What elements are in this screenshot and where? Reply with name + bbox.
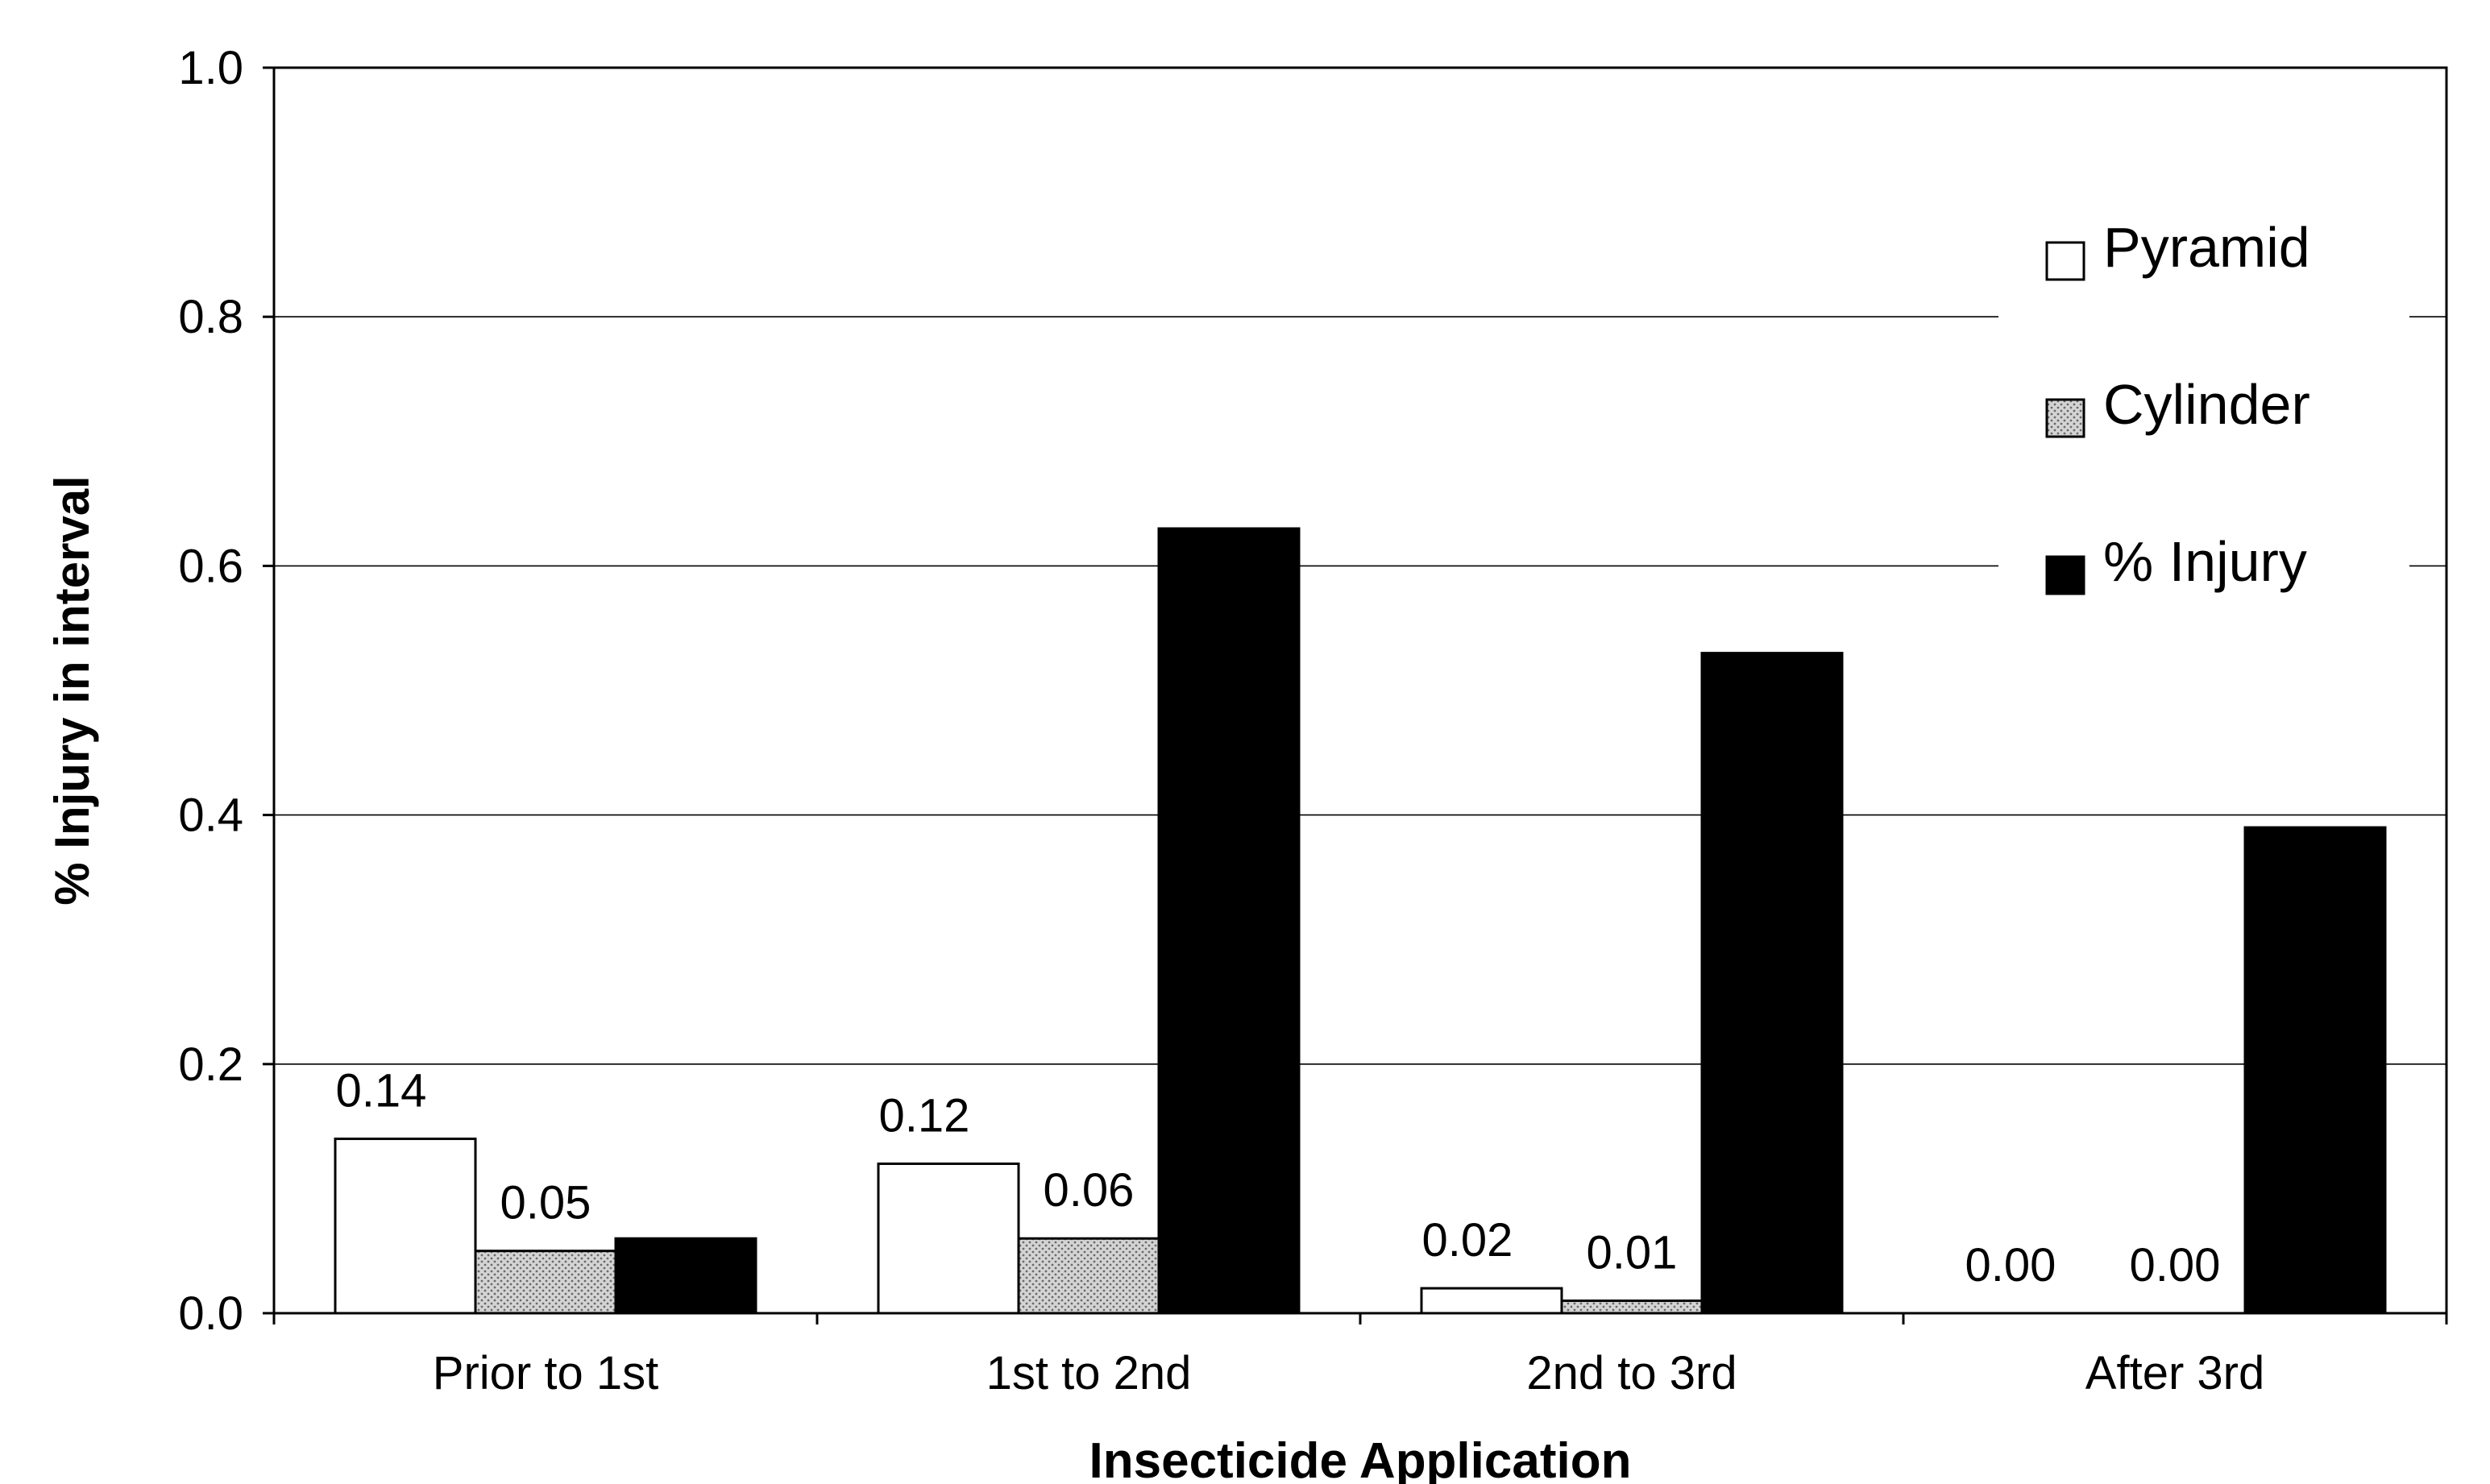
gridlines [274,316,2446,1065]
y-tick-label: 0.4 [178,790,243,842]
y-axis-title: % Injury in interval [45,475,99,905]
legend-swatch [2045,555,2085,595]
x-tick-label: 2nd to 3rd [1526,1347,1737,1399]
data-label: 0.06 [1044,1164,1135,1217]
legend-label: Pyramid [2103,216,2310,279]
data-label: 0.14 [336,1065,427,1117]
bar [1017,1237,1160,1315]
bar [2243,826,2387,1315]
data-labels: 0.14 0.05 0.12 0.06 0.02 0.01 0.00 0.00 [336,1065,2221,1291]
y-tick-label: 1.0 [178,42,243,94]
x-axis-title: Insecticide Application [1089,1433,1632,1484]
data-label: 0.05 [500,1177,591,1229]
data-label: 0.01 [1587,1227,1678,1279]
bar [1157,527,1301,1315]
bars [334,527,2387,1315]
y-tick-label: 0.2 [178,1038,243,1091]
bar [334,1138,477,1315]
y-tick-label: 0.6 [178,540,243,592]
data-label: 0.00 [1965,1239,2056,1291]
bar [614,1237,757,1315]
data-label: 0.12 [879,1089,970,1142]
bar [1700,652,1844,1315]
data-label: 0.00 [2130,1239,2221,1291]
legend-swatch [2045,241,2085,281]
legend-swatch [2045,398,2085,438]
x-tick-label: After 3rd [2085,1347,2264,1399]
x-tick-label: Prior to 1st [433,1347,658,1399]
legend-label: Cylinder [2103,373,2310,436]
y-tick-label: 0.0 [178,1287,243,1340]
bar [1560,1300,1704,1315]
bar [1420,1287,1563,1315]
axis-ticks: 0.0 0.2 0.4 0.6 0.8 1.0 Prior to 1st 1st to 2nd… [178,42,2448,1399]
x-tick-label: 1st to 2nd [986,1347,1192,1399]
legend: Pyramid Cylinder % Injury [2045,216,2310,595]
bar [474,1250,617,1315]
y-tick-label: 0.8 [178,291,243,343]
legend-label: % Injury [2103,530,2307,593]
bar [877,1162,1020,1315]
data-label: 0.02 [1422,1214,1513,1266]
